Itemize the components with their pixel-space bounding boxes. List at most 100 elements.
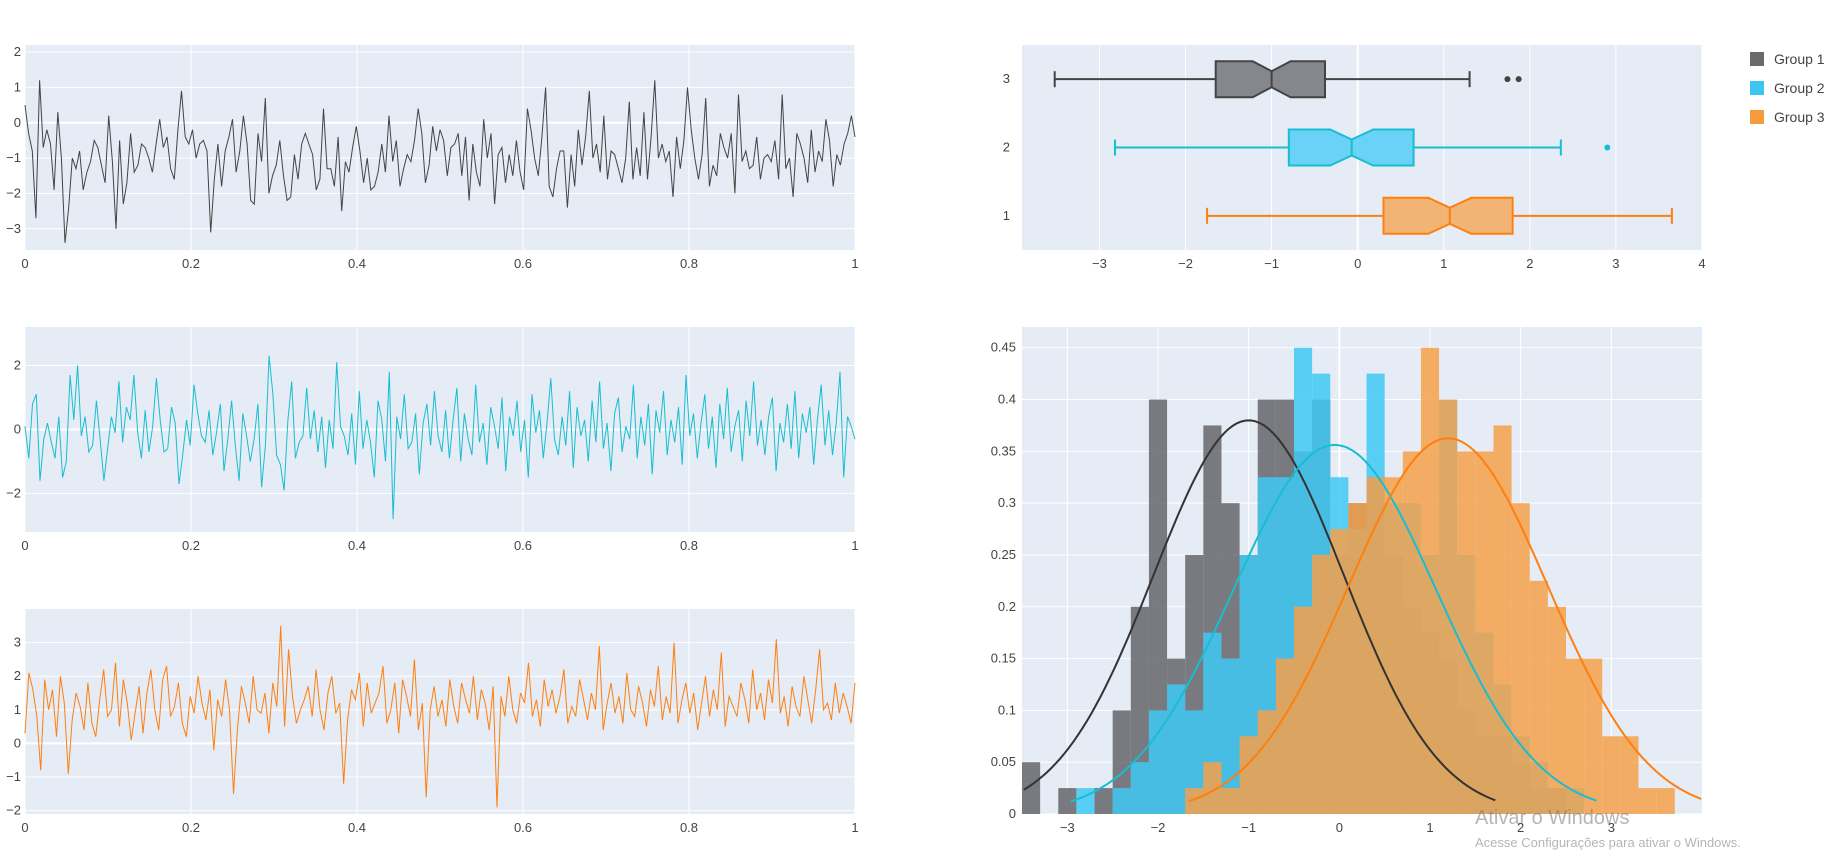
plot-background	[25, 45, 855, 250]
x-tick-label: 0	[21, 820, 28, 835]
y-tick-label: 1	[1003, 208, 1010, 223]
x-tick-label: 0.2	[182, 256, 200, 271]
legend-label: Group 2	[1774, 80, 1825, 96]
x-tick-label: 0.6	[514, 820, 532, 835]
legend-item[interactable]: Group 2	[1750, 80, 1825, 96]
legend-swatch	[1750, 110, 1764, 124]
x-tick-label: 0	[21, 256, 28, 271]
y-tick-label: 0.15	[991, 651, 1016, 666]
histogram-bar	[1312, 554, 1331, 814]
y-tick-label: 0	[14, 422, 21, 437]
histogram-bar	[1257, 710, 1276, 814]
x-tick-label: 0.6	[514, 538, 532, 553]
timeseries-group2-panel: 0 0.2 0.4 0.6 0.8 1 −2 0 2	[6, 327, 859, 553]
histogram-bar	[1620, 736, 1639, 814]
y-tick-label: 1	[14, 79, 21, 94]
notched-box	[1382, 196, 1514, 235]
x-tick-label: 0.4	[348, 256, 366, 271]
y-tick-label: 0.25	[991, 547, 1016, 562]
histogram-bar	[1566, 658, 1585, 814]
x-tick-label: 2	[1526, 256, 1533, 271]
series-line	[24, 625, 856, 808]
legend-label: Group 3	[1774, 109, 1825, 125]
x-tick-label: −1	[1264, 256, 1279, 271]
legend-swatch	[1750, 52, 1764, 66]
histogram-bar	[1112, 788, 1131, 814]
outlier-point	[1504, 76, 1511, 83]
y-tick-label: 3	[1003, 71, 1010, 86]
x-tick-label: 1	[851, 538, 858, 553]
y-tick-label: 1	[14, 702, 21, 717]
x-tick-label: 1	[851, 256, 858, 271]
histogram-bar	[1203, 762, 1222, 814]
histogram-bar	[1547, 606, 1566, 814]
legend-item[interactable]: Group 3	[1750, 109, 1825, 125]
histogram-bar	[1420, 347, 1440, 814]
histogram-bar	[1239, 736, 1258, 814]
kde-curve	[1023, 419, 1496, 802]
y-tick-label: 0	[1009, 806, 1016, 821]
x-tick-label: 0.4	[348, 538, 366, 553]
x-tick-label: 3	[1608, 820, 1615, 835]
histogram-bar	[1366, 477, 1385, 814]
legend-item[interactable]: Group 1	[1750, 51, 1825, 67]
timeseries-group3-panel: 0 0.2 0.4 0.6 0.8 1 −2 −1 0 1 2 3	[6, 609, 859, 835]
series-line	[24, 80, 856, 243]
legend-label: Group 1	[1774, 51, 1825, 67]
histogram-bar	[1330, 529, 1349, 814]
histogram-group3	[1185, 347, 1675, 814]
histogram-bar	[1529, 580, 1548, 814]
histogram-bar	[1584, 658, 1603, 814]
y-tick-label: −1	[6, 769, 21, 784]
y-tick-label: 2	[14, 44, 21, 59]
x-tick-label: 0.2	[182, 538, 200, 553]
kde-curve	[1070, 443, 1597, 803]
boxplot-panel: −3 −2 −1 0 1 2 3 4 1 2 3	[1003, 45, 1706, 271]
y-tick-label: −2	[6, 486, 21, 501]
distribution-panel: −3 −2 −1 0 1 2 3 0 0.05 0.1 0.15 0.2 0.25 0.3 0.35 0.4 0…	[991, 327, 1702, 835]
x-tick-label: 0.2	[182, 820, 200, 835]
windows-activation-watermark-subtitle: Acesse Configurações para ativar o Windo…	[1475, 835, 1741, 850]
y-tick-label: 2	[14, 357, 21, 372]
x-tick-label: 0	[21, 538, 28, 553]
y-tick-label: −3	[6, 221, 21, 236]
histogram-bar	[1475, 451, 1494, 814]
histogram-bar	[1094, 788, 1113, 814]
box-group1[interactable]	[1053, 60, 1522, 99]
y-tick-label: 0.3	[998, 495, 1016, 510]
histogram-bar	[1384, 477, 1403, 814]
histogram-bar	[1185, 788, 1204, 814]
histogram-bar	[1493, 425, 1512, 814]
outlier-point	[1515, 76, 1522, 83]
histogram-bar	[1638, 788, 1657, 814]
histogram-bar	[1148, 710, 1168, 814]
x-tick-label: 1	[851, 820, 858, 835]
legend[interactable]: Group 1 Group 2 Group 3	[1750, 51, 1825, 125]
y-tick-label: 0	[14, 735, 21, 750]
y-tick-label: 3	[14, 635, 21, 650]
histogram-bar	[1275, 658, 1294, 814]
x-tick-label: 0.6	[514, 256, 532, 271]
histogram-bar	[1022, 762, 1041, 814]
x-tick-label: 4	[1698, 256, 1705, 271]
notched-box	[1214, 60, 1326, 99]
histogram-bar	[1167, 684, 1186, 814]
x-tick-label: 1	[1426, 820, 1433, 835]
box-group2[interactable]	[1113, 128, 1611, 167]
histogram-bar	[1058, 788, 1077, 814]
legend-swatch	[1750, 81, 1764, 95]
x-tick-label: −3	[1060, 820, 1075, 835]
y-tick-label: 0	[14, 115, 21, 130]
x-tick-label: 0.8	[680, 820, 698, 835]
histogram-bar	[1221, 788, 1240, 814]
x-tick-label: 3	[1612, 256, 1619, 271]
box-group3[interactable]	[1206, 196, 1673, 235]
x-tick-label: 0	[1336, 820, 1343, 835]
y-tick-label: 0.35	[991, 443, 1016, 458]
x-tick-label: −1	[1241, 820, 1256, 835]
histogram-bar	[1439, 399, 1458, 814]
y-tick-label: 0.1	[998, 702, 1016, 717]
y-tick-label: 2	[1003, 140, 1010, 155]
plot-background	[25, 609, 855, 814]
